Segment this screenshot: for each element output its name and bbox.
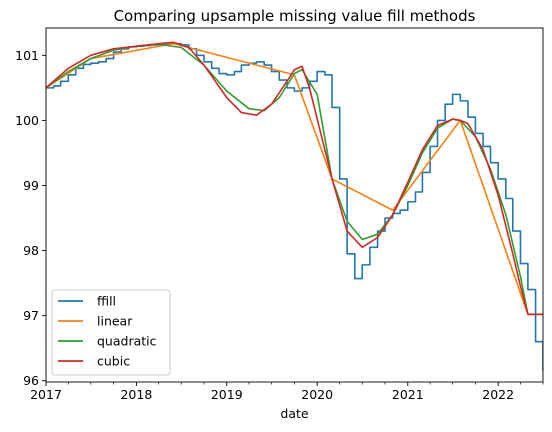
y-tick-label: 97 bbox=[23, 308, 39, 323]
y-tick-label: 100 bbox=[15, 113, 39, 128]
y-tick-label: 99 bbox=[23, 178, 39, 193]
x-tick-label: 2021 bbox=[392, 387, 424, 402]
legend-frame bbox=[51, 289, 171, 376]
series-layer bbox=[46, 41, 543, 371]
x-axis-label: date bbox=[280, 406, 308, 421]
legend: ffill linear quadratic cubic bbox=[51, 289, 171, 376]
series-line-linear bbox=[46, 42, 543, 316]
series-line-quadratic bbox=[46, 43, 543, 316]
y-axis: 96 97 98 99 100 101 bbox=[15, 48, 46, 388]
y-tick-label: 101 bbox=[15, 48, 39, 63]
y-tick-label: 96 bbox=[23, 373, 39, 388]
chart-title: Comparing upsample missing value fill me… bbox=[114, 7, 476, 25]
legend-label-cubic: cubic bbox=[97, 354, 130, 369]
y-tick-label: 98 bbox=[23, 243, 39, 258]
x-tick-label: 2022 bbox=[482, 387, 514, 402]
x-tick-label: 2018 bbox=[120, 387, 152, 402]
legend-label-linear: linear bbox=[97, 314, 133, 329]
series-line-cubic bbox=[46, 41, 543, 316]
legend-label-ffill: ffill bbox=[97, 294, 116, 309]
x-tick-label: 2019 bbox=[211, 387, 243, 402]
legend-label-quadratic: quadratic bbox=[97, 334, 157, 349]
x-tick-label: 2020 bbox=[301, 387, 333, 402]
x-axis: 2017 2018 2019 2020 2021 2022 bbox=[30, 382, 544, 402]
x-tick-label: 2017 bbox=[30, 387, 62, 402]
